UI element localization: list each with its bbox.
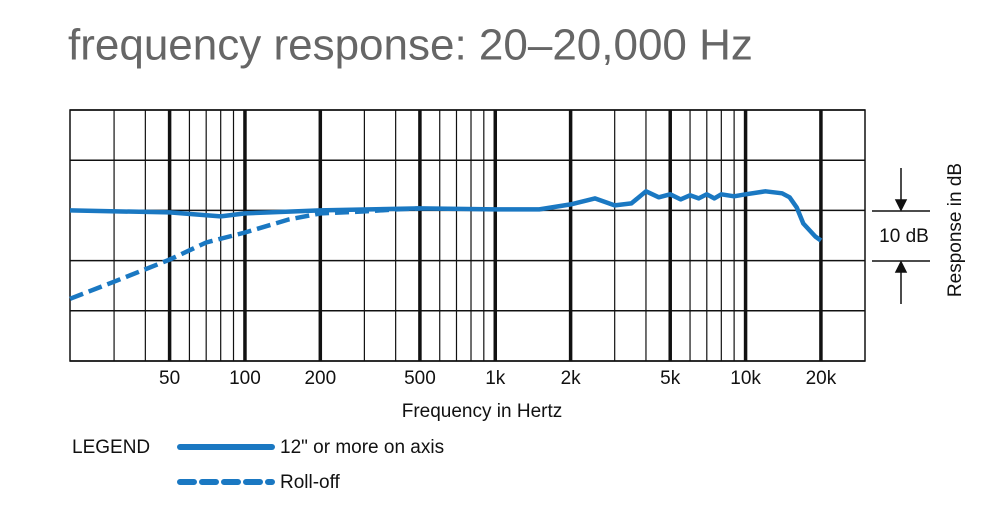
x-tick-label: 100 (229, 368, 261, 389)
legend-title: LEGEND (72, 437, 150, 458)
x-tick-label: 20k (806, 368, 837, 389)
x-tick-label: 1k (485, 368, 506, 389)
y-axis-label: Response in dB (945, 163, 966, 297)
annotation-arrows (872, 168, 930, 304)
x-tick-label: 50 (159, 368, 180, 389)
legend-label: Roll-off (280, 472, 341, 493)
x-tick-label: 200 (304, 368, 336, 389)
x-tick-label: 2k (561, 368, 582, 389)
annotation: 10 dB (879, 226, 929, 247)
series-line (69, 189, 823, 243)
chart-title: frequency response: 20–20,000 Hz (68, 21, 753, 70)
x-tick-label: 10k (730, 368, 761, 389)
x-tick-label: 500 (404, 368, 436, 389)
x-axis-label: Frequency in Hertz (402, 401, 563, 422)
x-tick-label: 5k (660, 368, 681, 389)
legend-label: 12" or more on axis (280, 437, 444, 458)
